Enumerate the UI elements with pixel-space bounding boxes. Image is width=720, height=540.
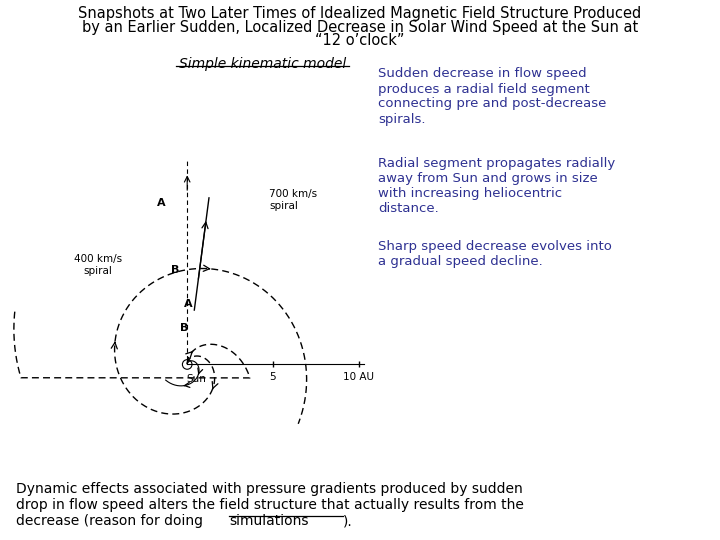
- Text: by an Earlier Sudden, Localized Decrease in Solar Wind Speed at the Sun at: by an Earlier Sudden, Localized Decrease…: [82, 20, 638, 35]
- Text: simulations: simulations: [229, 514, 308, 528]
- Text: 400 km/s
spiral: 400 km/s spiral: [74, 254, 122, 276]
- Text: Snapshots at Two Later Times of Idealized Magnetic Field Structure Produced: Snapshots at Two Later Times of Idealize…: [78, 6, 642, 22]
- Text: A: A: [157, 198, 166, 208]
- Text: Dynamic effects associated with pressure gradients produced by sudden: Dynamic effects associated with pressure…: [16, 482, 523, 496]
- Text: 10 AU: 10 AU: [343, 372, 374, 382]
- Text: Sun: Sun: [186, 374, 207, 384]
- Text: 5: 5: [269, 372, 276, 382]
- Text: ).: ).: [343, 514, 353, 528]
- Text: B: B: [179, 323, 188, 334]
- Text: Sharp speed decrease evolves into
a gradual speed decline.: Sharp speed decrease evolves into a grad…: [378, 240, 612, 268]
- Text: “12 o’clock”: “12 o’clock”: [315, 33, 405, 49]
- Text: drop in flow speed alters the field structure that actually results from the: drop in flow speed alters the field stru…: [16, 498, 523, 512]
- Text: decrease (reason for doing: decrease (reason for doing: [16, 514, 207, 528]
- Text: Radial segment propagates radially
away from Sun and grows in size
with increasi: Radial segment propagates radially away …: [378, 157, 616, 214]
- Text: Simple kinematic model: Simple kinematic model: [179, 57, 346, 71]
- Text: B: B: [171, 265, 179, 275]
- Text: A: A: [184, 299, 192, 308]
- Text: 700 km/s
spiral: 700 km/s spiral: [269, 189, 318, 211]
- Text: Sudden decrease in flow speed
produces a radial field segment
connecting pre and: Sudden decrease in flow speed produces a…: [378, 68, 606, 125]
